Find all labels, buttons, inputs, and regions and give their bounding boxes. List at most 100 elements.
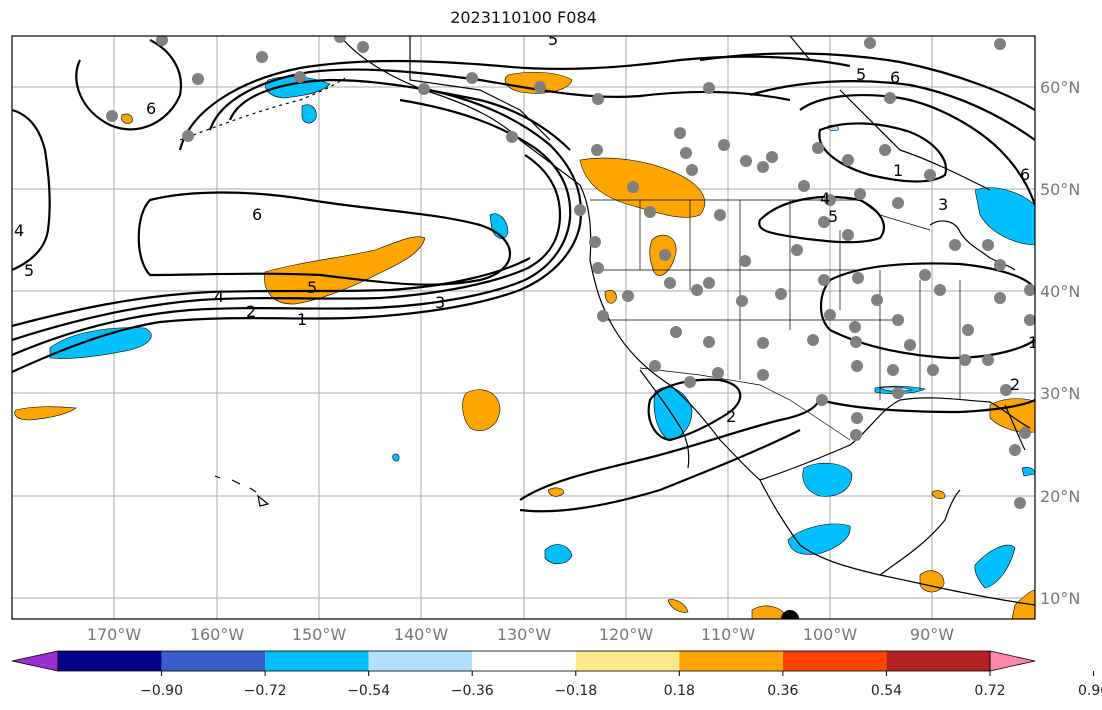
contour-line — [12, 98, 572, 357]
station-marker — [852, 272, 864, 284]
station-marker — [736, 295, 748, 307]
station-marker — [659, 249, 671, 261]
contour-line — [799, 94, 1035, 206]
station-marker — [684, 376, 696, 388]
contour-label: 5 — [307, 278, 317, 297]
station-marker — [766, 151, 778, 163]
contour-label: 4 — [14, 221, 24, 240]
lat-label: 20°N — [1040, 487, 1080, 506]
station-marker — [892, 197, 904, 209]
lat-label: 40°N — [1040, 282, 1080, 301]
station-marker — [1009, 444, 1021, 456]
blue-field — [1021, 466, 1035, 477]
station-marker — [982, 354, 994, 366]
hawaii — [214, 475, 270, 507]
colorbar-segment — [472, 651, 576, 671]
station-marker — [854, 188, 866, 200]
contour-label: 1 — [893, 161, 903, 180]
contour-label: 2 — [1010, 375, 1020, 394]
contour-label: 4 — [214, 287, 224, 306]
blue-field — [392, 453, 400, 462]
black-marker — [781, 610, 799, 619]
station-marker — [850, 336, 862, 348]
colorbar-segment — [782, 651, 887, 671]
station-marker — [680, 147, 692, 159]
station-marker — [824, 309, 836, 321]
station-marker — [703, 277, 715, 289]
colorbar-segment — [58, 651, 162, 671]
station-marker — [592, 262, 604, 274]
map-border — [11, 35, 1036, 620]
station-marker — [256, 51, 268, 63]
colorbar-extend-high — [989, 650, 1036, 672]
station-marker — [106, 110, 118, 122]
station-marker — [982, 239, 994, 251]
station-marker — [962, 324, 974, 336]
contour-label: 6 — [146, 99, 156, 118]
contour-label: 3 — [938, 195, 948, 214]
colorbar-tick-label: 0.36 — [767, 683, 798, 699]
contour-line — [12, 154, 562, 342]
blue-field — [544, 544, 573, 565]
station-marker — [649, 360, 661, 372]
map-title: 2023110100 F084 — [450, 8, 597, 27]
station-marker — [574, 204, 586, 216]
station-marker — [892, 387, 904, 399]
contour-line — [819, 398, 1035, 414]
station-marker — [816, 394, 828, 406]
baja-peninsula — [639, 369, 690, 469]
contour-labels: 1 2 3 4 5 6 6 5 4 5 6 5 1 2 3 4 5 6 1 2 — [14, 36, 1035, 426]
yucatan — [879, 489, 961, 576]
station-marker — [714, 209, 726, 221]
orange-field — [919, 570, 945, 593]
station-marker — [924, 169, 936, 181]
orange-field — [1011, 589, 1035, 619]
station-marker — [622, 290, 634, 302]
station-marker — [718, 139, 730, 151]
colorbar-tick-label: 0.90 — [1078, 683, 1102, 699]
contour-label: 2 — [726, 407, 736, 426]
station-marker — [791, 244, 803, 256]
orange-field — [121, 113, 133, 124]
station-marker — [589, 236, 601, 248]
lon-label: 90°W — [910, 625, 954, 644]
station-marker — [864, 37, 876, 49]
colorbar-tick-label: −0.72 — [244, 683, 287, 699]
contour-label: 6 — [1020, 165, 1030, 184]
station-marker — [798, 180, 810, 192]
station-marker — [949, 239, 961, 251]
lat-label: 60°N — [1040, 78, 1080, 97]
contour-line — [699, 52, 1035, 111]
station-marker — [592, 93, 604, 105]
contour-label: 2 — [246, 302, 256, 321]
station-marker — [627, 181, 639, 193]
station-marker — [597, 310, 609, 322]
orange-field — [604, 290, 617, 304]
contour-line — [12, 257, 531, 328]
station-marker — [884, 92, 896, 104]
station-marker — [818, 274, 830, 286]
station-marker — [591, 144, 603, 156]
political-borders — [590, 199, 961, 441]
florida — [1004, 404, 1026, 451]
contour-label: 4 — [820, 189, 830, 208]
station-marker — [294, 71, 306, 83]
blue-field — [974, 187, 1035, 246]
hudson-bay — [789, 36, 991, 191]
colorbar-tick-label: 0.18 — [664, 683, 695, 699]
station-marker — [994, 292, 1006, 304]
colorbar-tick-label: −0.18 — [554, 683, 597, 699]
station-marker — [818, 216, 830, 228]
contour-label: 5 — [856, 65, 866, 84]
station-marker — [757, 369, 769, 381]
orange-field — [931, 490, 946, 499]
station-marker — [466, 72, 478, 84]
lat-label: 10°N — [1040, 589, 1080, 608]
station-marker — [757, 161, 769, 173]
colorbar-segment — [368, 651, 473, 671]
blue-field — [802, 462, 853, 497]
latitude-labels: 10°N 20°N 30°N 40°N 50°N 60°N — [1040, 78, 1080, 608]
lon-label: 140°W — [394, 625, 449, 644]
station-marker — [703, 82, 715, 94]
